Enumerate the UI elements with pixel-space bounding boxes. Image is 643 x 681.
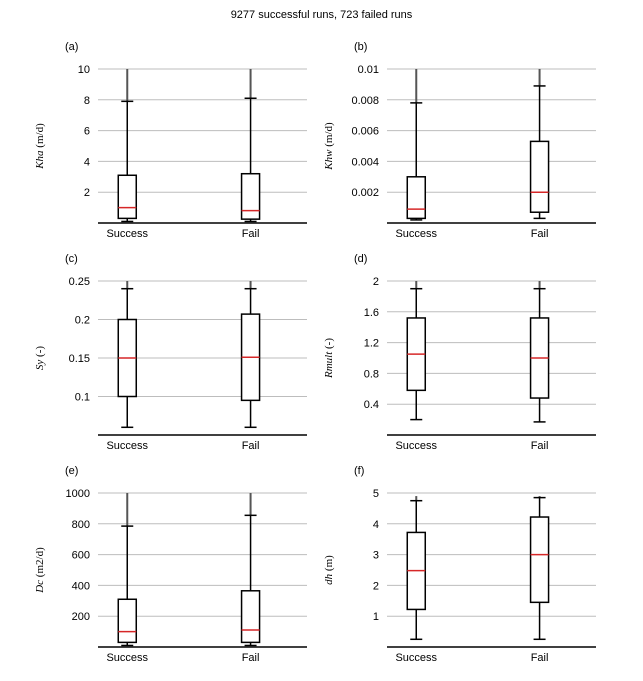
panel-label: (e) bbox=[65, 465, 78, 477]
panel-f: 1 2 3 4 5 (f) dh (m) Success Fail bbox=[323, 465, 596, 664]
x-tick-label: Fail bbox=[531, 440, 549, 452]
panel-c: 0.1 0.15 0.2 0.25 (c) Sy (-) Success Fail bbox=[34, 253, 307, 452]
panel-d: 0.4 0.8 1.2 1.6 2 (d) Rmult (-) Success Fail bbox=[323, 253, 596, 452]
y-tick-label: 1.6 bbox=[364, 307, 379, 319]
box-fail bbox=[529, 496, 550, 641]
x-tick-label: Fail bbox=[242, 440, 260, 452]
box-fail bbox=[529, 69, 550, 220]
y-tick-label: 0.1 bbox=[75, 392, 90, 404]
y-tick-label: 8 bbox=[84, 95, 90, 107]
x-tick-label: Success bbox=[395, 652, 437, 664]
y-tick-label: 0.004 bbox=[351, 156, 379, 168]
y-tick-label: 0.4 bbox=[364, 399, 379, 411]
box-success bbox=[117, 281, 138, 429]
y-tick-label: 0.006 bbox=[351, 126, 379, 138]
panel-b: 0.002 0.004 0.006 0.008 0.01 (b) Khw (m/d) Succ… bbox=[323, 41, 596, 240]
panel-label: (f) bbox=[354, 465, 364, 477]
box-success bbox=[406, 69, 427, 221]
y-axis-label: Kha (m/d) bbox=[34, 123, 46, 170]
panel-e: 200 400 600 800 1000 (e) Dc (m2/d) Success Fail bbox=[34, 465, 307, 664]
y-tick-label: 200 bbox=[72, 611, 90, 623]
x-tick-label: Success bbox=[395, 440, 437, 452]
box-success bbox=[117, 69, 138, 223]
box-success bbox=[406, 281, 427, 421]
y-axis-label: Rmult (-) bbox=[323, 338, 335, 379]
y-tick-label: 6 bbox=[84, 126, 90, 138]
y-tick-label: 400 bbox=[72, 580, 90, 592]
iqr-box bbox=[529, 140, 550, 213]
panel-label: (d) bbox=[354, 253, 367, 265]
box-fail bbox=[529, 281, 550, 423]
y-tick-label: 600 bbox=[72, 550, 90, 562]
x-tick-label: Fail bbox=[531, 652, 549, 664]
y-axis-label: Sy (-) bbox=[34, 346, 46, 370]
y-tick-label: 4 bbox=[84, 156, 90, 168]
y-tick-label: 5 bbox=[373, 488, 379, 500]
y-tick-label: 800 bbox=[72, 519, 90, 531]
x-tick-label: Success bbox=[106, 652, 148, 664]
iqr-box bbox=[240, 590, 261, 644]
box-success bbox=[117, 493, 138, 647]
iqr-box bbox=[117, 598, 138, 644]
box-success bbox=[406, 496, 427, 641]
y-tick-label: 3 bbox=[373, 550, 379, 562]
figure-title: 9277 successful runs, 723 failed runs bbox=[230, 9, 413, 21]
y-axis-label: dh (m) bbox=[323, 555, 335, 585]
box-fail bbox=[240, 281, 261, 429]
iqr-box bbox=[240, 172, 261, 220]
y-tick-label: 1.2 bbox=[364, 338, 379, 350]
y-tick-label: 0.8 bbox=[364, 368, 379, 380]
y-tick-label: 0.01 bbox=[358, 64, 379, 76]
y-tick-label: 2 bbox=[373, 580, 379, 592]
panel-label: (c) bbox=[65, 253, 78, 265]
y-tick-label: 0.2 bbox=[75, 315, 90, 327]
y-tick-label: 2 bbox=[373, 276, 379, 288]
y-tick-label: 0.15 bbox=[69, 353, 90, 365]
y-tick-label: 0.008 bbox=[351, 95, 379, 107]
y-axis-label: Khw (m/d) bbox=[323, 122, 335, 171]
box-fail bbox=[240, 69, 261, 223]
y-tick-label: 10 bbox=[78, 64, 90, 76]
iqr-box bbox=[529, 516, 550, 604]
x-tick-label: Fail bbox=[242, 652, 260, 664]
y-tick-label: 0.002 bbox=[351, 187, 379, 199]
y-tick-label: 1 bbox=[373, 611, 379, 623]
iqr-box bbox=[117, 174, 138, 220]
panel-a: 2 4 6 8 10(a) Kha (m/d) Success Fail bbox=[34, 41, 307, 240]
x-tick-label: Fail bbox=[242, 228, 260, 240]
x-tick-label: Fail bbox=[531, 228, 549, 240]
y-tick-label: 0.25 bbox=[69, 276, 90, 288]
panel-label: (b) bbox=[354, 41, 367, 53]
y-tick-label: 2 bbox=[84, 187, 90, 199]
panel-label: (a) bbox=[65, 41, 78, 53]
y-axis-label: Dc (m2/d) bbox=[34, 547, 46, 594]
y-tick-label: 1000 bbox=[66, 488, 90, 500]
x-tick-label: Success bbox=[106, 440, 148, 452]
x-tick-label: Success bbox=[395, 228, 437, 240]
box-fail bbox=[240, 493, 261, 647]
x-tick-label: Success bbox=[106, 228, 148, 240]
y-tick-label: 4 bbox=[373, 519, 379, 531]
iqr-box bbox=[406, 176, 427, 220]
